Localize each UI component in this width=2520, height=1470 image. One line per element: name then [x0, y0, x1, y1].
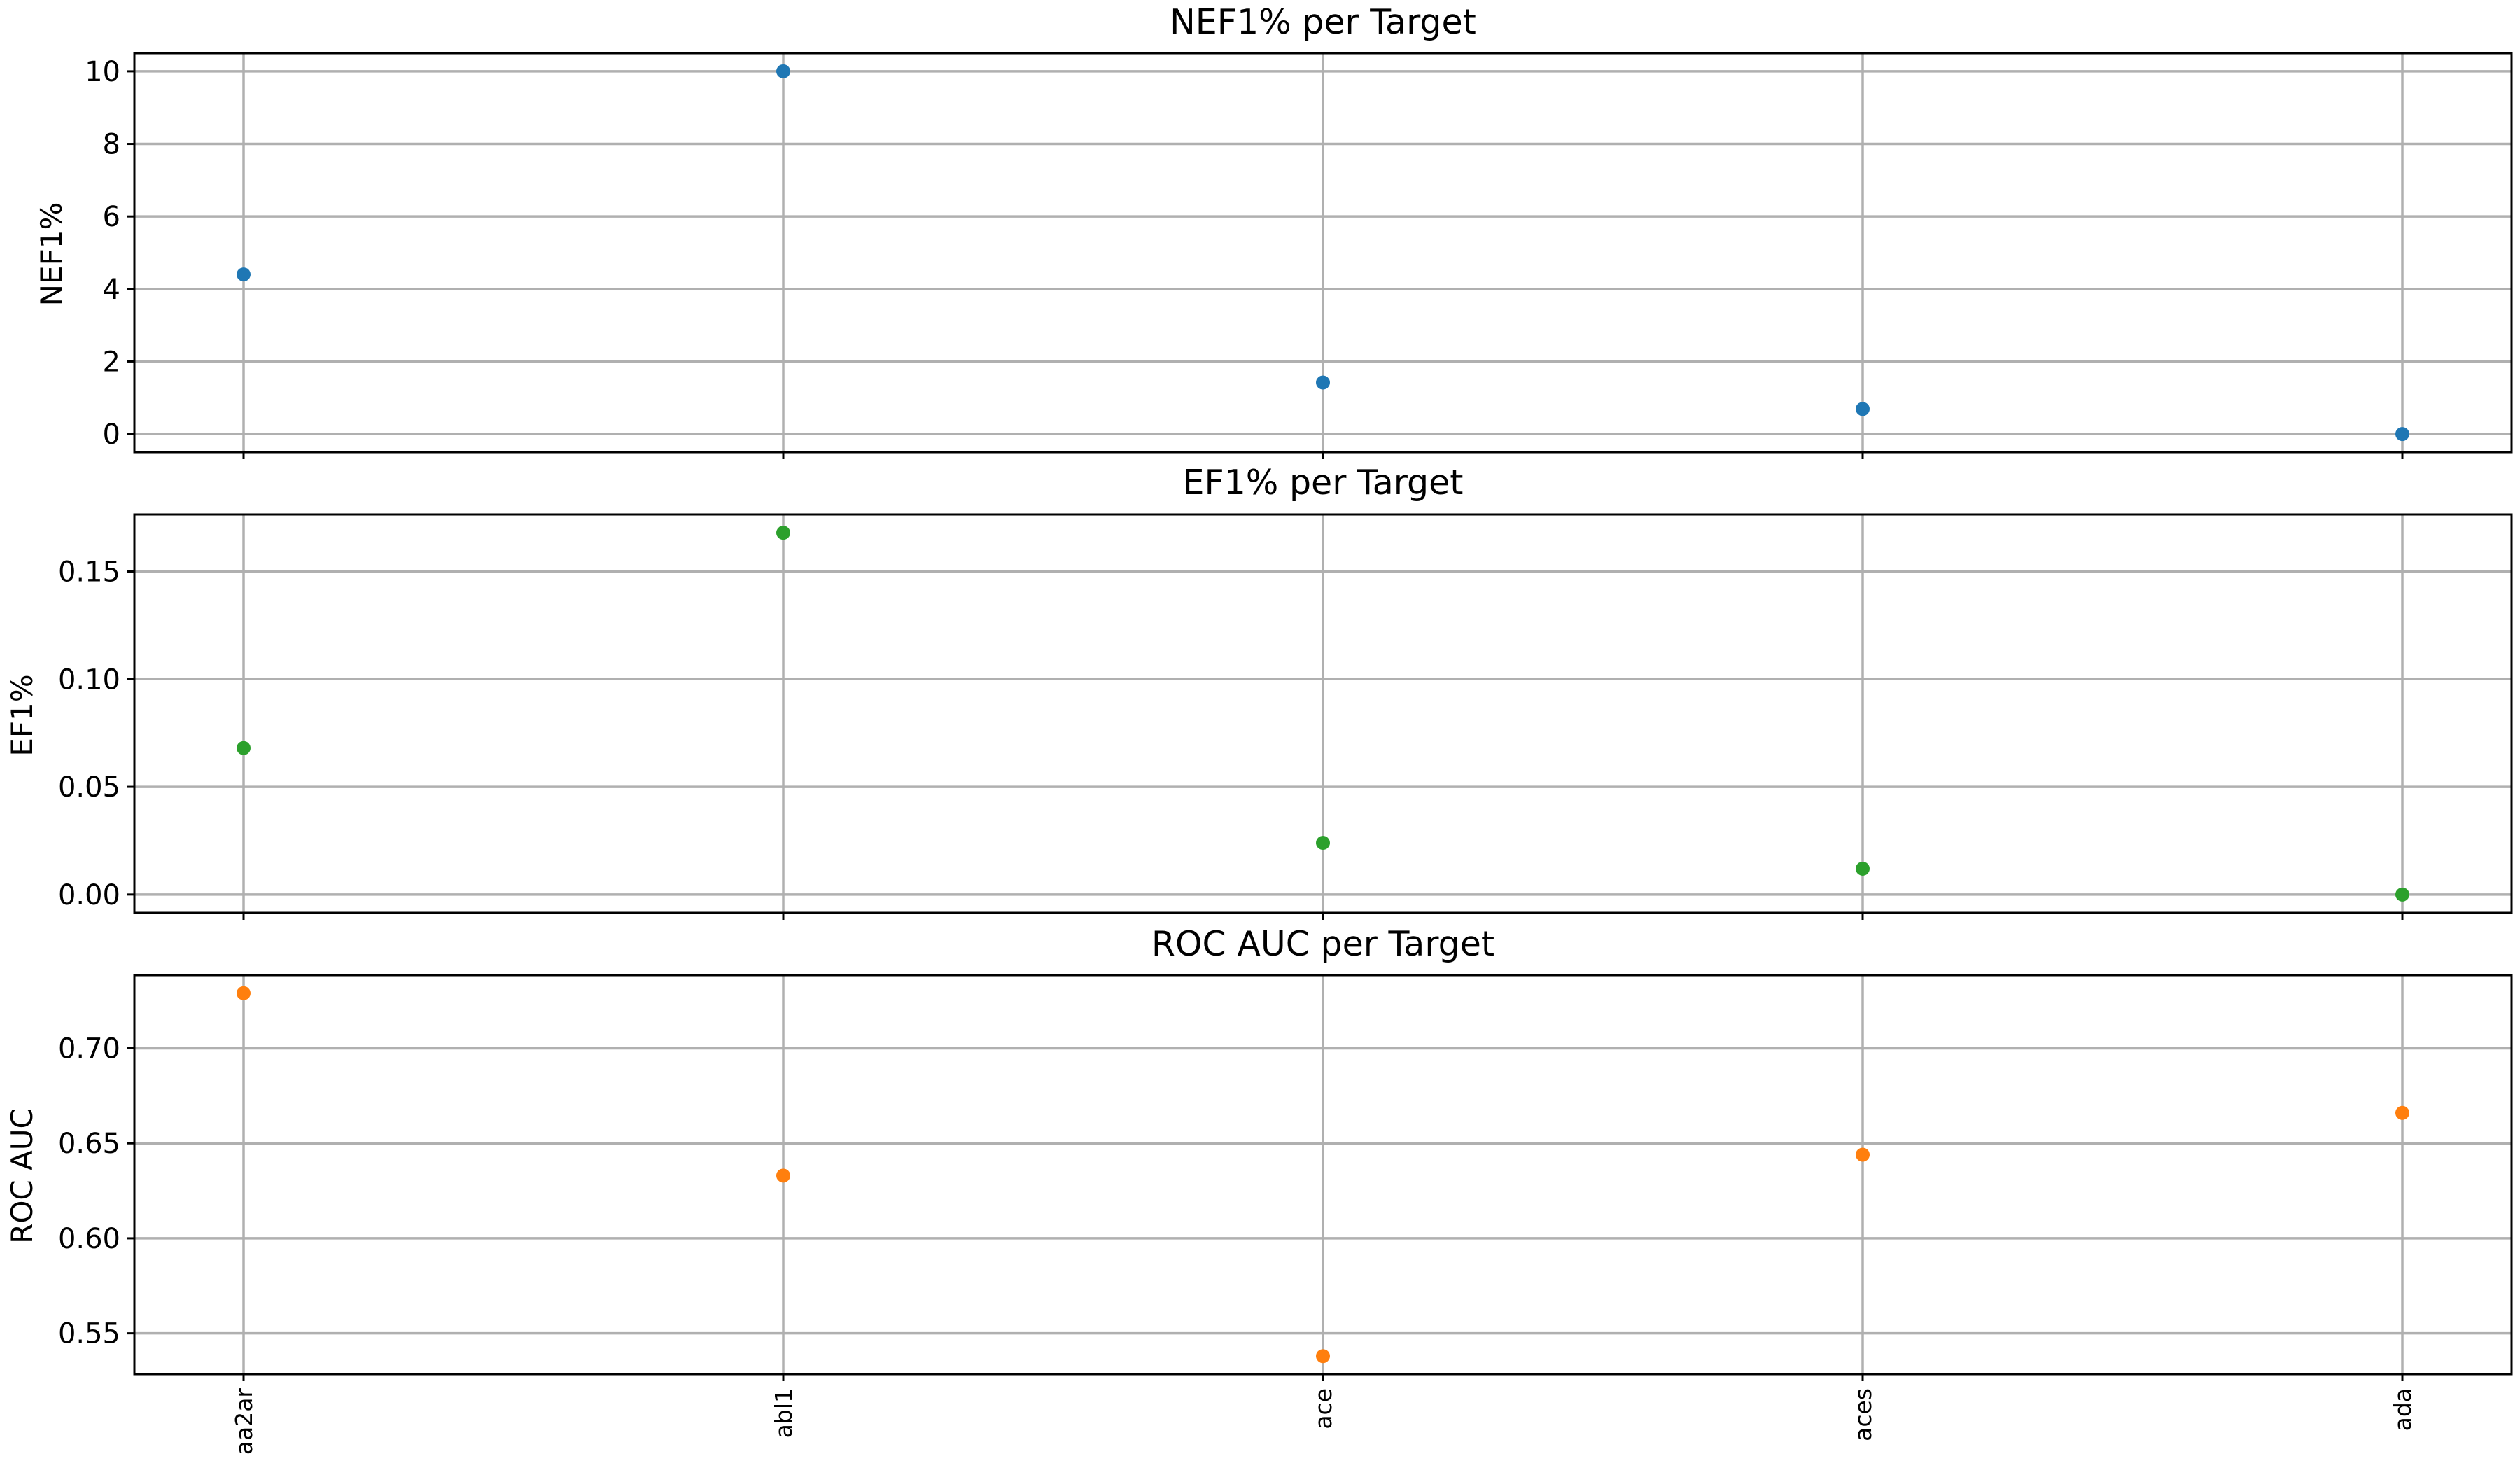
x-tick-label: ada: [2389, 1388, 2416, 1431]
y-tick-label: 0.70: [58, 1033, 120, 1065]
x-tick-label: aa2ar: [230, 1388, 258, 1455]
y-axis-label: NEF1%: [34, 202, 69, 307]
data-point: [237, 741, 251, 755]
y-tick-label: 4: [103, 274, 120, 306]
plot-frame: [133, 974, 2513, 1376]
panel-ef1: EF1% per Target EF1% 0.00 0.05 0.10 0.15: [5, 463, 2513, 920]
data-points: [237, 64, 2409, 442]
data-point: [776, 1168, 790, 1183]
data-point: [2395, 427, 2409, 442]
panel-nef1: NEF1% per Target NEF1% 0 2 4 6 8 10: [34, 2, 2513, 459]
data-point: [1856, 1147, 1870, 1162]
plot-frame: [133, 513, 2513, 914]
data-points: [237, 986, 2409, 1364]
data-point: [1856, 861, 1870, 876]
x-tick-label: abl1: [770, 1388, 797, 1438]
y-tick-label: 0.15: [58, 556, 120, 589]
y-tick-label: 0.10: [58, 664, 120, 696]
x-axis-ticks: aa2ar abl1 ace aces ada: [230, 1388, 2416, 1455]
x-tick-label: aces: [1849, 1388, 1877, 1441]
data-point: [1316, 1349, 1330, 1364]
data-point: [776, 526, 790, 540]
y-tick-label: 2: [103, 346, 120, 378]
y-axis-label: ROC AUC: [5, 1108, 39, 1244]
data-points: [237, 526, 2409, 902]
plot-frame: [133, 52, 2513, 454]
panel-title: NEF1% per Target: [1170, 2, 1476, 42]
data-point: [776, 64, 790, 78]
y-tick-label: 0.55: [58, 1318, 120, 1350]
y-axis-ticks: 0 2 4 6 8 10: [85, 56, 2404, 459]
y-tick-label: 0.60: [58, 1223, 120, 1255]
data-point: [2395, 1105, 2409, 1120]
data-point: [237, 986, 251, 1000]
grid: [134, 514, 2512, 913]
x-tick-label: ace: [1310, 1388, 1337, 1429]
y-tick-label: 0.65: [58, 1128, 120, 1160]
panel-title: EF1% per Target: [1182, 463, 1463, 503]
data-point: [2395, 887, 2409, 902]
y-tick-label: 0: [103, 419, 120, 451]
data-point: [237, 267, 251, 282]
data-point: [1316, 836, 1330, 850]
panel-title: ROC AUC per Target: [1152, 924, 1494, 964]
panel-roc-auc: ROC AUC per Target ROC AUC 0.550.600.650…: [5, 924, 2513, 1455]
y-tick-label: 0.05: [58, 771, 120, 804]
y-axis-label: EF1%: [5, 674, 39, 756]
data-point: [1316, 375, 1330, 390]
data-point: [1856, 402, 1870, 416]
y-axis-ticks: 0.55 0.60 0.65 0.70: [58, 1033, 2404, 1381]
y-tick-label: 0.00: [58, 879, 120, 911]
y-tick-label: 8: [103, 129, 120, 161]
grid: [134, 53, 2512, 452]
y-tick-label: 10: [85, 56, 120, 88]
grid: [134, 975, 2512, 1374]
y-axis-ticks: 0.00 0.05 0.10 0.15: [58, 556, 2404, 920]
y-tick-label: 6: [103, 201, 120, 233]
